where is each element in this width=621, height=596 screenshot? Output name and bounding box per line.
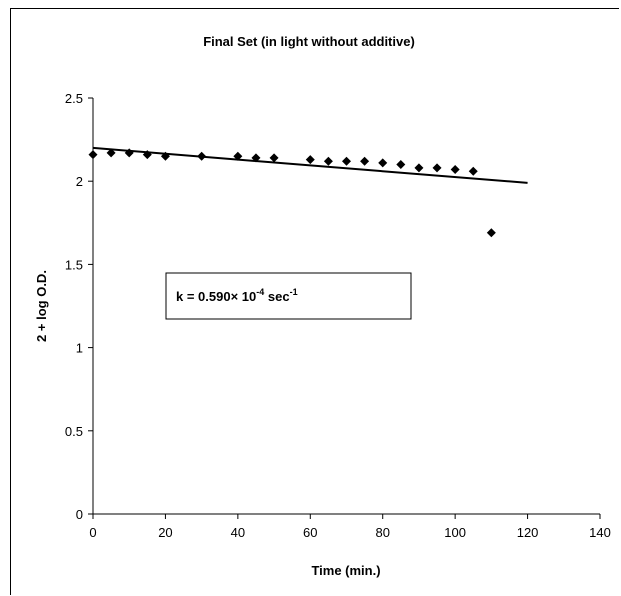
x-tick-label: 100 bbox=[444, 525, 466, 540]
x-ticks: 0 20 40 60 80 100 120 140 bbox=[89, 514, 611, 540]
y-tick-label: 1 bbox=[76, 341, 83, 356]
x-tick-label: 40 bbox=[231, 525, 245, 540]
data-points bbox=[88, 148, 496, 238]
x-tick-label: 0 bbox=[89, 525, 96, 540]
annotation-box bbox=[165, 272, 412, 320]
y-axis-title: 2 + log O.D. bbox=[34, 270, 49, 342]
x-axis-title: Time (min.) bbox=[311, 563, 380, 578]
data-point bbox=[197, 151, 207, 161]
y-tick-label: 0 bbox=[76, 507, 83, 522]
data-point bbox=[251, 153, 261, 163]
rate-constant-box: k = 0.590× 10-4 sec-1 bbox=[165, 272, 412, 320]
data-point bbox=[432, 163, 442, 173]
annotation-prefix: k = 0.590× 10 bbox=[176, 289, 256, 304]
data-point bbox=[160, 151, 170, 161]
y-tick-label: 2.5 bbox=[65, 91, 83, 106]
trendline-group bbox=[92, 146, 528, 184]
x-tick-label: 80 bbox=[375, 525, 389, 540]
x-tick-label: 20 bbox=[158, 525, 172, 540]
data-point bbox=[124, 148, 134, 158]
data-point bbox=[486, 228, 496, 238]
chart-title: Final Set (in light without additive) bbox=[203, 34, 415, 49]
y-tick-label: 1.5 bbox=[65, 257, 83, 272]
trendline bbox=[92, 146, 528, 184]
data-point bbox=[468, 166, 478, 176]
y-tick-label: 0.5 bbox=[65, 424, 83, 439]
annotation-exponent-2: -1 bbox=[290, 287, 298, 297]
data-point bbox=[396, 160, 406, 170]
data-point bbox=[450, 165, 460, 175]
y-ticks: 0 0.5 1 1.5 2 2.5 bbox=[65, 91, 93, 522]
data-point bbox=[233, 151, 243, 161]
data-point bbox=[323, 156, 333, 166]
data-point bbox=[360, 156, 370, 166]
annotation-middle: sec bbox=[264, 289, 289, 304]
x-tick-label: 120 bbox=[517, 525, 539, 540]
data-point bbox=[142, 150, 152, 160]
annotation-exponent-1: -4 bbox=[256, 287, 264, 297]
data-point bbox=[342, 156, 351, 166]
y-tick-label: 2 bbox=[76, 174, 83, 189]
data-point bbox=[305, 155, 315, 165]
data-point bbox=[378, 158, 388, 168]
data-point bbox=[269, 153, 279, 163]
chart-frame bbox=[10, 8, 619, 595]
plot-area: 0 20 40 60 80 100 120 140 0 0.5 1 1.5 2 2.5 bbox=[65, 91, 611, 540]
data-point bbox=[414, 163, 424, 173]
data-point bbox=[106, 148, 116, 158]
x-tick-label: 60 bbox=[303, 525, 317, 540]
x-tick-label: 140 bbox=[589, 525, 611, 540]
data-point bbox=[88, 150, 98, 160]
annotation-text: k = 0.590× 10-4 sec-1 bbox=[176, 287, 298, 304]
